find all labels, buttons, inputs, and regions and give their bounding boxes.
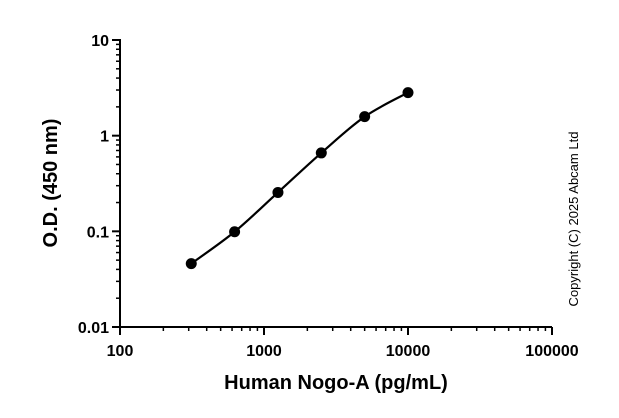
axes <box>119 39 552 328</box>
copyright-notice: Copyright (C) 2025 Abcam Ltd <box>566 132 581 307</box>
fit-curve <box>190 91 409 265</box>
x-tick-label: 100000 <box>525 343 578 360</box>
data-point <box>402 87 414 99</box>
data-point <box>229 226 241 238</box>
y-axis-ticks: 0.01 0.1 1 10 <box>78 33 120 337</box>
y-tick-label: 0.1 <box>87 224 109 241</box>
data-point <box>359 111 371 123</box>
x-tick-label: 1000 <box>246 343 282 360</box>
x-tick-label: 10000 <box>386 343 431 360</box>
y-tick-label: 0.01 <box>78 320 109 337</box>
y-tick-label: 10 <box>91 33 109 50</box>
fit-curve-layer <box>190 91 409 265</box>
data-points <box>185 87 414 270</box>
y-tick-label: 1 <box>100 129 109 146</box>
x-tick-label: 100 <box>107 343 134 360</box>
data-point <box>315 147 327 159</box>
x-axis-title: Human Nogo-A (pg/mL) <box>224 372 448 394</box>
data-point <box>272 186 284 198</box>
x-axis-ticks: 100 1000 10000 100000 <box>107 327 579 360</box>
y-axis-title: O.D. (450 nm) <box>40 119 62 248</box>
data-point <box>185 258 197 270</box>
